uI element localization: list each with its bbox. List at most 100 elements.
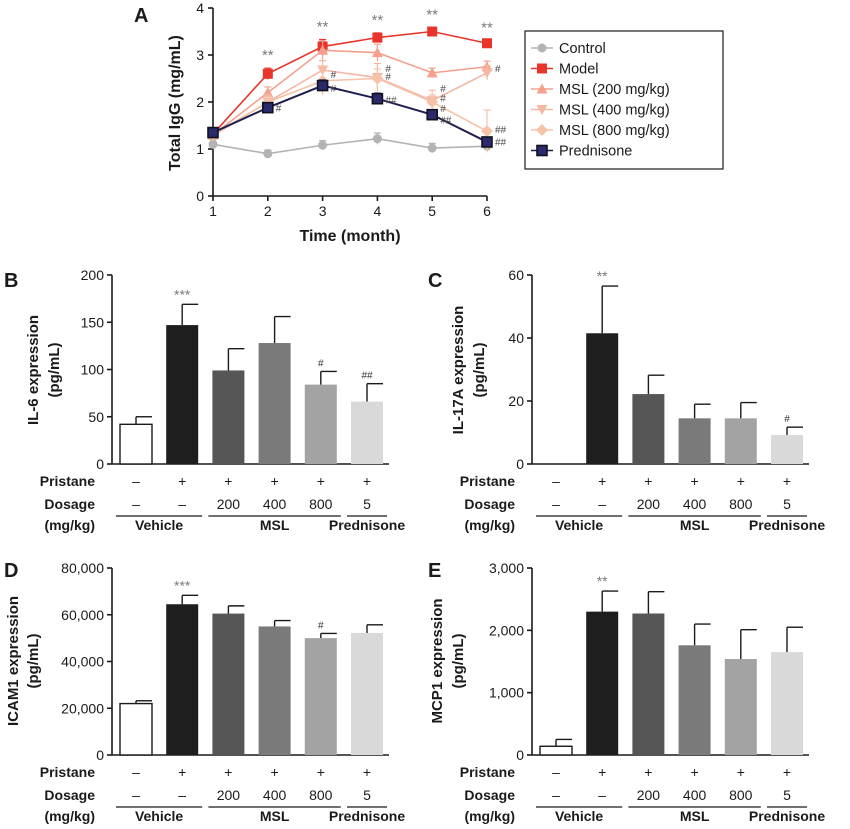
dosage-cell: 200 — [217, 787, 241, 803]
pristane-cell: + — [691, 473, 699, 489]
bar — [724, 659, 757, 755]
legend-marker — [537, 63, 547, 74]
pristane-cell: + — [737, 764, 745, 780]
panel-b-y-axis-label: IL-6 expression — [25, 315, 42, 425]
dosage-cell: 5 — [363, 496, 371, 512]
row-label-pristane: Pristane — [40, 764, 95, 780]
series-prednisone — [207, 79, 493, 148]
legend-label: Prednisone — [559, 144, 632, 160]
series-line — [212, 49, 488, 136]
group-label: MSL — [260, 808, 290, 824]
pristane-cell: – — [552, 473, 560, 489]
hash-marker: # — [440, 104, 446, 115]
series-msl-800-mg-kg- — [207, 66, 493, 153]
y-tick-label: 3 — [196, 47, 204, 63]
legend-label: MSL (800 mg/kg) — [559, 123, 670, 139]
panel-b-bar-chart: B IL-6 expression (pg/mL) 0 50 100 150 200 **… — [4, 267, 405, 533]
y-tick-label: 60 — [508, 267, 524, 283]
pristane-cell: + — [271, 473, 279, 489]
significance-marker: *** — [174, 286, 191, 302]
bar — [632, 613, 665, 755]
panel-b-y-axis-unit: (pg/mL) — [46, 343, 63, 398]
pristane-cell: + — [598, 764, 606, 780]
dosage-cell: – — [552, 496, 560, 512]
pristane-cell: + — [271, 764, 279, 780]
legend-label: MSL (200 mg/kg) — [559, 82, 670, 98]
data-point — [261, 101, 274, 114]
row-label-pristane: Pristane — [460, 473, 515, 489]
data-point — [426, 67, 438, 78]
group-label: Prednisone — [329, 808, 405, 824]
group-label: Prednisone — [329, 517, 405, 533]
data-point — [427, 26, 438, 37]
data-point — [207, 126, 219, 139]
dosage-cell: 800 — [729, 787, 753, 803]
bar — [632, 394, 665, 464]
data-point — [372, 134, 382, 144]
pristane-cell: + — [598, 473, 606, 489]
pristane-cell: + — [178, 473, 186, 489]
y-tick-label: 3,000 — [489, 560, 524, 576]
x-tick-label: 2 — [264, 203, 272, 219]
dosage-cell: 400 — [263, 496, 287, 512]
hash-marker: # — [440, 93, 446, 104]
data-point — [426, 96, 439, 108]
data-point — [482, 38, 492, 49]
x-tick-label: 1 — [209, 203, 217, 219]
pristane-cell: + — [783, 473, 791, 489]
bar — [678, 645, 711, 755]
y-tick-label: 80,000 — [61, 560, 104, 576]
group-label: Vehicle — [555, 808, 603, 824]
legend-box — [524, 30, 724, 170]
significance-marker: ** — [262, 47, 274, 64]
dosage-cell: 200 — [637, 496, 661, 512]
y-tick-label: 0 — [516, 456, 524, 472]
significance-marker: ## — [361, 371, 373, 382]
dosage-cell: 200 — [217, 496, 241, 512]
panel-a-y-axis-label: Total IgG (mg/mL) — [167, 35, 184, 171]
panel-c-y-axis-label: IL-17A expression — [450, 306, 467, 435]
bar — [258, 626, 291, 755]
y-tick-label: 50 — [88, 409, 104, 425]
series-msl-400-mg-kg- — [207, 60, 493, 142]
data-point — [316, 79, 329, 92]
dosage-cell: 5 — [783, 496, 791, 512]
panel-d-y-axis-label: ICAM1 expression — [5, 596, 22, 726]
y-tick-label: 150 — [81, 314, 105, 330]
significance-marker: ** — [317, 18, 329, 35]
panel-a-series: **** ** ****################# — [207, 7, 507, 159]
panel-d-y-axis-unit: (pg/mL) — [25, 634, 42, 689]
y-tick-label: 20,000 — [61, 700, 104, 716]
hash-marker: # — [385, 64, 391, 75]
group-label: Vehicle — [135, 808, 183, 824]
hash-marker: # — [331, 70, 337, 81]
legend-marker — [536, 83, 548, 94]
group-label: Vehicle — [555, 517, 603, 533]
pristane-cell: + — [317, 764, 325, 780]
dosage-cell: – — [132, 496, 140, 512]
y-tick-label: 2,000 — [489, 622, 524, 638]
dosage-cell: – — [598, 787, 606, 803]
y-tick-label: 0 — [96, 456, 104, 472]
pristane-cell: + — [363, 473, 371, 489]
pristane-cell: + — [644, 764, 652, 780]
panel-a-legend: Control Model MSL (200 mg/kg) MSL (400 mg/k… — [524, 30, 724, 170]
panel-a-letter: A — [134, 5, 148, 27]
row-label-dosage: Dosage — [44, 496, 95, 512]
bar — [212, 370, 245, 464]
panel-e-letter: E — [428, 560, 441, 582]
row-label-unit: (mg/kg) — [44, 808, 95, 824]
data-point — [426, 108, 439, 121]
pristane-cell: + — [691, 764, 699, 780]
series-line — [212, 30, 488, 135]
data-point — [481, 125, 493, 138]
series-line — [212, 84, 488, 143]
data-point — [481, 136, 493, 148]
dosage-cell: 5 — [783, 787, 791, 803]
bar — [119, 702, 153, 756]
panel-c-bar-chart: C IL-17A expression (pg/mL) 0 20 40 60 ** # Pr… — [428, 267, 825, 533]
hash-marker: ## — [495, 137, 507, 148]
significance-marker: ** — [372, 12, 384, 29]
